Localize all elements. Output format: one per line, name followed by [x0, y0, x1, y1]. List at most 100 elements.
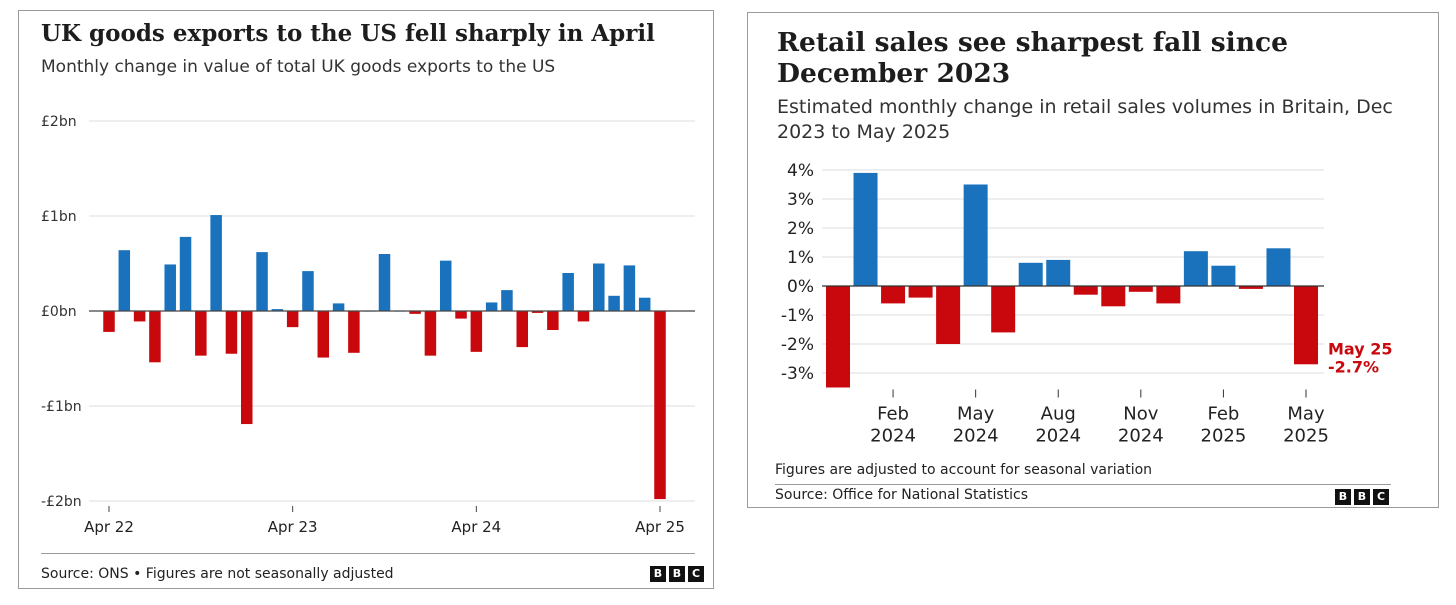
x-tick-month-label: Feb: [1207, 404, 1239, 425]
bar: [1156, 286, 1181, 304]
bar: [133, 311, 146, 322]
y-tick-label: -1%: [781, 306, 814, 326]
bar: [210, 215, 222, 311]
bar: [271, 309, 284, 311]
bar: [654, 311, 666, 500]
bar: [1238, 286, 1263, 289]
bar: [1128, 286, 1153, 292]
x-tick-year-label: 2024: [1118, 426, 1164, 447]
bar: [936, 286, 961, 344]
bar: [963, 184, 988, 286]
bbc-logo-letter: C: [688, 566, 704, 582]
x-tick-label: Apr 22: [84, 518, 134, 536]
bar: [103, 311, 115, 332]
bar: [608, 295, 620, 311]
retail-footer-divider: [775, 484, 1391, 485]
x-tick-month-label: Feb: [877, 404, 909, 425]
x-tick-year-label: 2025: [1201, 426, 1247, 447]
bar: [516, 311, 528, 348]
y-tick-label: -£2bn: [41, 494, 82, 510]
bar: [593, 263, 605, 311]
retail-chart-title: Retail sales see sharpest fall since Dec…: [777, 27, 1288, 89]
bar: [1073, 286, 1098, 295]
y-tick-label: 3%: [787, 190, 814, 210]
retail-source-note: Source: Office for National Statistics: [775, 487, 1029, 503]
bar: [455, 311, 467, 319]
bar: [332, 303, 345, 311]
x-tick-label: Apr 23: [268, 518, 318, 536]
bar: [409, 311, 421, 314]
y-tick-label: -3%: [781, 364, 814, 384]
bar: [485, 302, 498, 311]
bar: [1018, 262, 1043, 286]
bar: [1183, 251, 1208, 286]
bar: [164, 264, 176, 311]
bar: [149, 311, 161, 363]
bbc-logo: B B C: [1335, 489, 1389, 505]
bar: [241, 311, 253, 425]
exports-footer-divider: [41, 553, 695, 554]
bar: [991, 286, 1016, 333]
bbc-logo-letter: B: [669, 566, 685, 582]
exports-chart-title: UK goods exports to the US fell sharply …: [41, 20, 655, 47]
y-tick-label: £1bn: [41, 209, 77, 225]
x-tick-month-label: Nov: [1123, 404, 1158, 425]
y-tick-label: -2%: [781, 335, 814, 355]
bbc-logo-letter: B: [1354, 489, 1370, 505]
bar: [1294, 286, 1318, 365]
bar: [881, 286, 906, 304]
x-tick-label: Apr 24: [451, 518, 501, 536]
y-tick-label: £0bn: [41, 304, 77, 320]
bar: [118, 250, 131, 311]
bar: [439, 260, 452, 311]
bar: [623, 265, 636, 311]
bar: [286, 311, 299, 328]
bar: [1211, 265, 1236, 286]
y-tick-label: 1%: [787, 248, 814, 268]
bar: [562, 273, 574, 311]
x-tick-label: Apr 25: [635, 518, 685, 536]
bar: [638, 297, 651, 311]
retail-bar-chart: 4%3%2%1%0%-1%-2%-3%Feb2024May2024Aug2024…: [781, 161, 1393, 447]
x-tick-year-label: 2024: [870, 426, 916, 447]
y-tick-label: 4%: [787, 161, 814, 181]
retail-chart-panel: Retail sales see sharpest fall since Dec…: [747, 12, 1439, 508]
exports-source-note: Source: ONS • Figures are not seasonally…: [41, 566, 394, 582]
bar: [577, 311, 590, 322]
retail-chart-subtitle: Estimated monthly change in retail sales…: [777, 96, 1393, 143]
bar: [195, 311, 207, 356]
bar: [826, 286, 850, 388]
bar: [501, 290, 513, 311]
bar: [547, 311, 559, 330]
bar: [1046, 259, 1071, 286]
bbc-logo-letter: C: [1373, 489, 1389, 505]
bar: [1266, 248, 1291, 286]
bar: [256, 252, 268, 311]
bar: [348, 311, 360, 353]
bbc-logo-letter: B: [1335, 489, 1351, 505]
y-tick-label: 0%: [787, 277, 814, 297]
bar: [302, 271, 314, 311]
x-tick-month-label: Aug: [1041, 404, 1076, 425]
x-tick-month-label: May: [957, 404, 995, 425]
y-tick-label: 2%: [787, 219, 814, 239]
bar: [1101, 286, 1126, 307]
bar: [531, 311, 544, 313]
latest-value-annotation: May 25: [1328, 339, 1393, 358]
exports-chart-panel: UK goods exports to the US fell sharply …: [18, 10, 714, 589]
exports-chart-subtitle: Monthly change in value of total UK good…: [41, 57, 556, 77]
bar: [908, 286, 933, 298]
retail-seasonal-note: Figures are adjusted to account for seas…: [775, 462, 1153, 478]
bar: [424, 311, 437, 356]
bar: [853, 172, 878, 286]
latest-value-annotation: -2.7%: [1328, 357, 1379, 376]
bbc-logo: B B C: [650, 566, 704, 582]
x-tick-year-label: 2024: [1035, 426, 1081, 447]
bar: [225, 311, 238, 354]
bar: [179, 236, 192, 311]
y-tick-label: -£1bn: [41, 399, 82, 415]
x-tick-month-label: May: [1287, 404, 1325, 425]
x-tick-year-label: 2024: [953, 426, 999, 447]
bar: [470, 311, 483, 352]
